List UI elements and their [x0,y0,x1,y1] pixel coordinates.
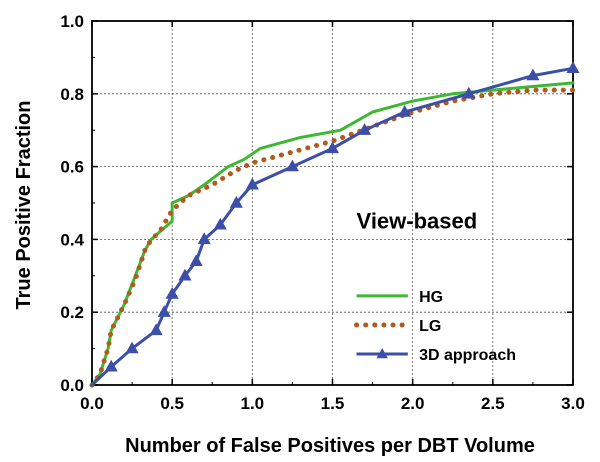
x-axis-title: Number of False Positives per DBT Volume [125,435,535,457]
grid [92,21,573,385]
y-axis-title: True Positive Fraction [13,101,35,310]
legend: HG LG 3D approach [354,289,516,364]
data-point-3d-approach [104,359,118,372]
data-point-3d-approach [157,305,171,317]
series-line-lg [89,87,576,388]
view-based-annotation: View-based [357,208,478,233]
data-point-3d-approach [325,141,340,154]
x-tick-label: 0.5 [160,394,184,413]
data-point-3d-approach [229,195,243,208]
data-point-3d-approach [245,177,259,190]
data-point-3d-approach [178,268,192,281]
x-tick-label: 0.0 [80,394,104,413]
y-tick-label: 0.6 [60,158,84,177]
y-tick-label: 0.8 [60,85,84,104]
legend-marker-3d-approach [376,348,388,359]
data-point-3d-approach [125,341,139,354]
data-point-3d-approach [165,286,179,299]
x-tick-label: 3.0 [561,394,585,413]
legend-label-hg: HG [419,289,443,306]
axis-ticks: 0.0 0.5 1.0 1.5 2.0 2.5 3.0 0.0 0.2 0.4 0.6 0.8 1.0 [60,12,584,413]
x-tick-label: 2.5 [481,394,505,413]
x-tick-label: 1.0 [241,394,265,413]
data-point-3d-approach [285,159,299,172]
x-tick-label: 1.5 [321,394,345,413]
data-point-3d-approach [213,217,227,230]
data-point-3d-approach [526,68,540,81]
x-tick-label: 2.0 [401,394,425,413]
y-tick-label: 0.0 [60,376,84,395]
y-tick-label: 0.2 [60,303,84,322]
y-tick-label: 0.4 [60,230,84,249]
data-point-3d-approach [566,61,580,74]
data-point-3d-approach [462,86,476,99]
data-point-3d-approach [358,123,372,135]
series-layer [89,61,580,388]
legend-label-lg: LG [419,318,441,335]
data-point-3d-approach [189,254,203,266]
data-point-3d-approach [398,104,412,117]
data-point-3d-approach [149,323,163,336]
data-point-3d-approach [197,232,211,245]
y-tick-label: 1.0 [60,12,84,31]
legend-label-3d-approach: 3D approach [419,347,516,364]
